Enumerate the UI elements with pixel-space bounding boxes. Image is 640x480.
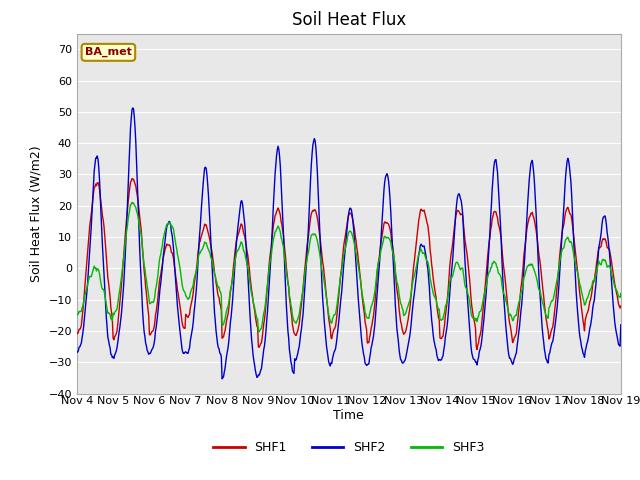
Text: BA_met: BA_met: [85, 47, 132, 58]
Legend: SHF1, SHF2, SHF3: SHF1, SHF2, SHF3: [209, 436, 489, 459]
X-axis label: Time: Time: [333, 409, 364, 422]
Y-axis label: Soil Heat Flux (W/m2): Soil Heat Flux (W/m2): [30, 145, 43, 282]
Title: Soil Heat Flux: Soil Heat Flux: [292, 11, 406, 29]
